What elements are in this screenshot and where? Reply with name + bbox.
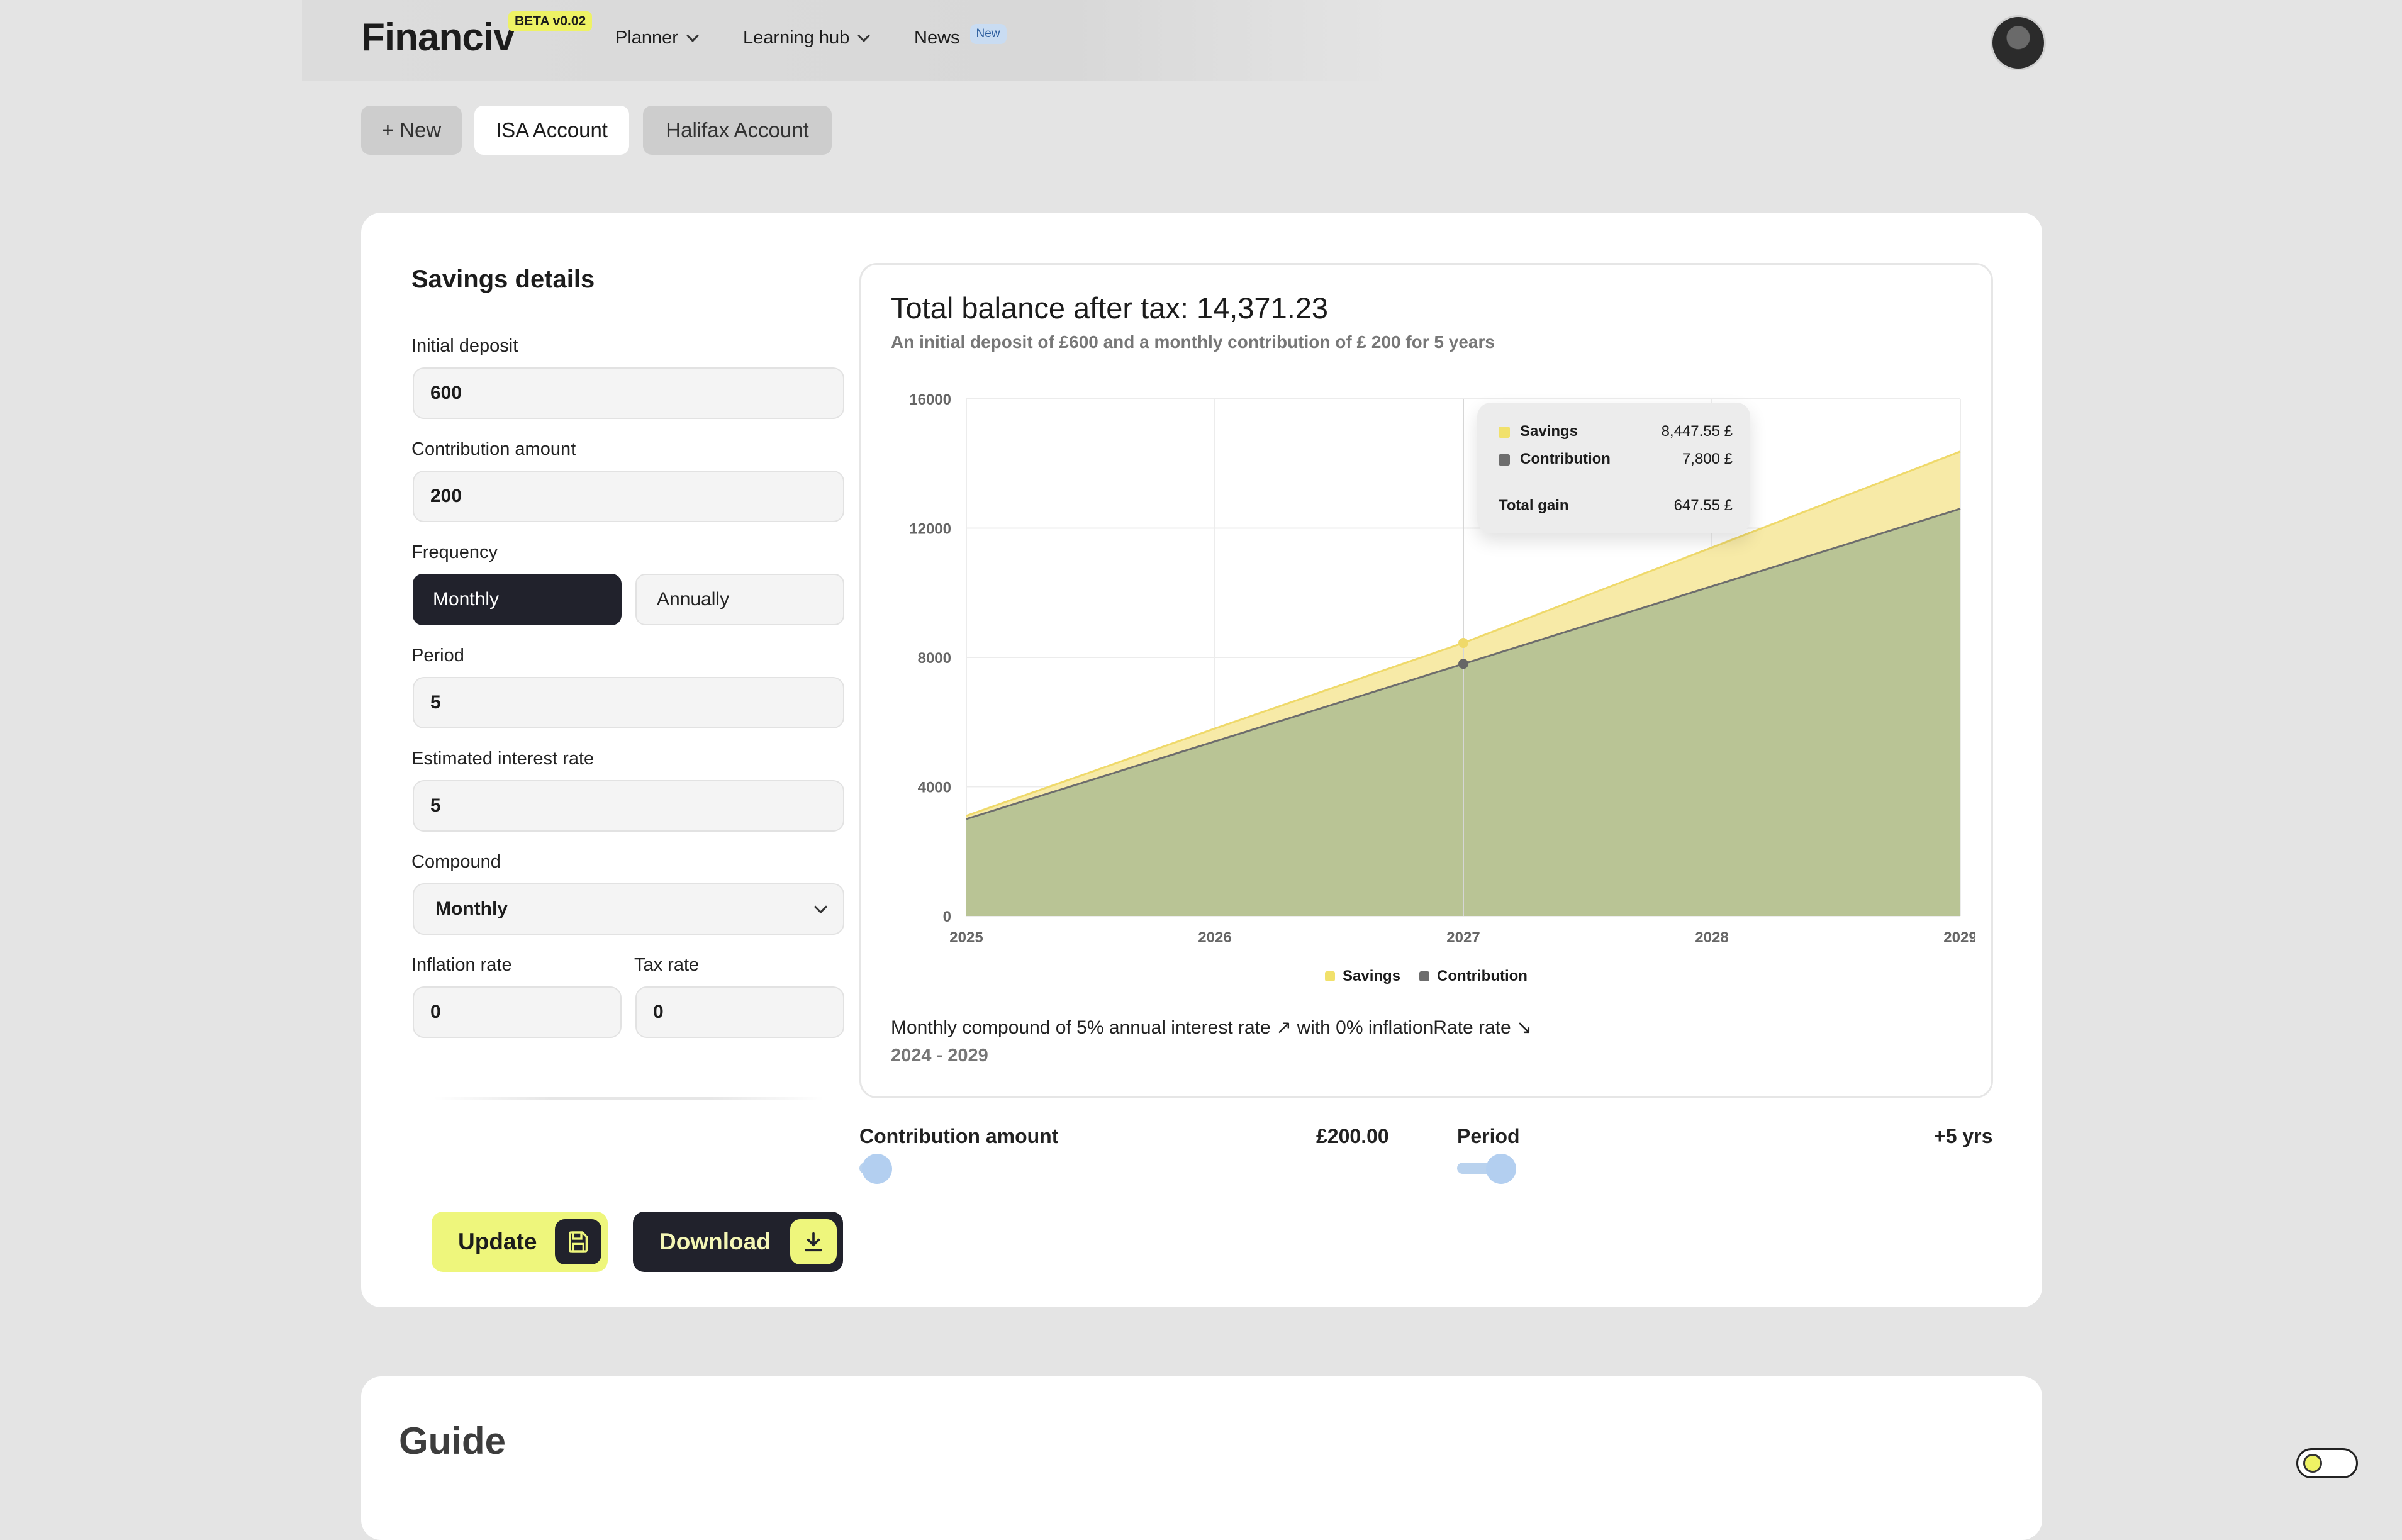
tooltip-savings-label: Savings: [1520, 423, 1578, 440]
chevron-down-icon: [857, 29, 871, 42]
y-tick-label: 12000: [909, 521, 951, 538]
legend-savings-swatch: [1325, 971, 1335, 981]
x-tick-label: 2027: [1446, 929, 1480, 946]
nav-learning-hub[interactable]: Learning hub: [743, 28, 871, 48]
download-button[interactable]: Download: [633, 1212, 843, 1272]
y-tick-label: 0: [943, 908, 951, 925]
chart-points: [1458, 399, 1468, 916]
app-logo[interactable]: Financiv: [361, 16, 515, 59]
contribution-point: [1458, 659, 1468, 669]
chevron-down-icon: [686, 29, 699, 42]
savings-area-chart[interactable]: 0 4000 8000 12000 16000 2025 2026 2027 2028 2029: [893, 377, 1975, 956]
divider: [434, 1097, 824, 1100]
y-axis: 0 4000 8000 12000 16000: [909, 391, 951, 925]
compound-select[interactable]: Monthly: [413, 883, 844, 935]
tooltip-gain-row: Total gain 647.55 £: [1499, 497, 1733, 515]
initial-deposit-label: Initial deposit: [411, 336, 518, 356]
download-button-label: Download: [659, 1229, 771, 1254]
inflation-rate-label: Inflation rate: [411, 955, 512, 975]
x-tick-label: 2029: [1943, 929, 1975, 946]
toggle-knob: [2303, 1454, 2322, 1473]
legend-savings[interactable]: Savings: [1325, 968, 1400, 985]
tooltip-contribution-value: 7,800 £: [1682, 450, 1733, 467]
tooltip-savings-value: 8,447.55 £: [1661, 423, 1733, 440]
nav-learning-hub-label: Learning hub: [743, 28, 850, 48]
period-slider-value: +5 yrs: [1934, 1125, 1993, 1147]
beta-badge: BETA v0.02: [508, 11, 593, 31]
update-button[interactable]: Update: [432, 1212, 608, 1272]
compound-label: Compound: [411, 852, 501, 872]
frequency-annually-button[interactable]: Annually: [635, 574, 844, 625]
legend-contribution-swatch: [1419, 971, 1429, 981]
theme-toggle[interactable]: [2296, 1448, 2358, 1478]
nav-news[interactable]: News New: [914, 23, 1007, 48]
chart-tooltip: Savings 8,447.55 £ Contribution 7,800 £ …: [1477, 403, 1750, 533]
chart-subtitle: An initial deposit of £600 and a monthly…: [891, 332, 1495, 352]
period-slider-label: Period: [1457, 1125, 1520, 1147]
nav-news-label: News: [914, 28, 960, 48]
new-tab-button[interactable]: + New: [361, 106, 462, 155]
chart-date-range: 2024 - 2029: [891, 1046, 988, 1066]
tooltip-contribution-row: Contribution 7,800 £: [1499, 450, 1733, 468]
x-tick-label: 2026: [1198, 929, 1231, 946]
interest-rate-input[interactable]: 5: [413, 780, 844, 832]
tooltip-contribution-label: Contribution: [1520, 450, 1611, 467]
tax-rate-input[interactable]: 0: [635, 986, 844, 1038]
x-tick-label: 2025: [949, 929, 983, 946]
download-icon: [790, 1219, 837, 1264]
savings-swatch: [1499, 426, 1510, 438]
compound-select-value: Monthly: [435, 898, 508, 919]
x-axis: 2025 2026 2027 2028 2029: [949, 929, 1975, 946]
period-input[interactable]: 5: [413, 677, 844, 728]
legend-contribution-label: Contribution: [1437, 968, 1528, 985]
guide-title: Guide: [399, 1420, 506, 1462]
contribution-slider-value: £200.00: [1316, 1125, 1389, 1147]
nav-planner[interactable]: Planner: [615, 28, 699, 48]
new-badge: New: [969, 23, 1007, 44]
contribution-slider-label: Contribution amount: [859, 1125, 1059, 1147]
tab-halifax-account[interactable]: Halifax Account: [643, 106, 832, 155]
interest-rate-label: Estimated interest rate: [411, 749, 595, 769]
y-tick-label: 8000: [918, 650, 951, 667]
period-label: Period: [411, 645, 464, 666]
chart-footnote: Monthly compound of 5% annual interest r…: [891, 1017, 1533, 1038]
contribution-slider-handle[interactable]: [862, 1154, 892, 1184]
save-icon: [555, 1219, 601, 1264]
tooltip-gain-value: 647.55 £: [1673, 497, 1733, 514]
total-balance-title: Total balance after tax: 14,371.23: [891, 291, 1329, 325]
x-tick-label: 2028: [1695, 929, 1728, 946]
frequency-monthly-button[interactable]: Monthly: [413, 574, 622, 625]
update-button-label: Update: [458, 1229, 537, 1254]
tooltip-savings-row: Savings 8,447.55 £: [1499, 423, 1733, 440]
contribution-amount-label: Contribution amount: [411, 439, 576, 459]
y-tick-label: 16000: [909, 391, 951, 408]
savings-point: [1458, 638, 1468, 649]
legend-contribution[interactable]: Contribution: [1419, 968, 1528, 985]
contribution-swatch: [1499, 454, 1510, 466]
inflation-rate-input[interactable]: 0: [413, 986, 622, 1038]
period-slider-handle[interactable]: [1486, 1154, 1516, 1184]
tax-rate-label: Tax rate: [634, 955, 700, 975]
tooltip-gain-label: Total gain: [1499, 497, 1569, 514]
tab-isa-account[interactable]: ISA Account: [474, 106, 629, 155]
guide-section: [361, 1376, 2042, 1540]
contribution-amount-input[interactable]: 200: [413, 471, 844, 522]
chevron-down-icon: [813, 900, 828, 914]
y-tick-label: 4000: [918, 779, 951, 796]
avatar[interactable]: [1991, 15, 2046, 70]
nav-planner-label: Planner: [615, 28, 678, 48]
top-bar: [302, 0, 1397, 81]
legend-savings-label: Savings: [1343, 968, 1401, 985]
frequency-label: Frequency: [411, 542, 498, 562]
initial-deposit-input[interactable]: 600: [413, 367, 844, 419]
savings-details-title: Savings details: [411, 265, 595, 293]
